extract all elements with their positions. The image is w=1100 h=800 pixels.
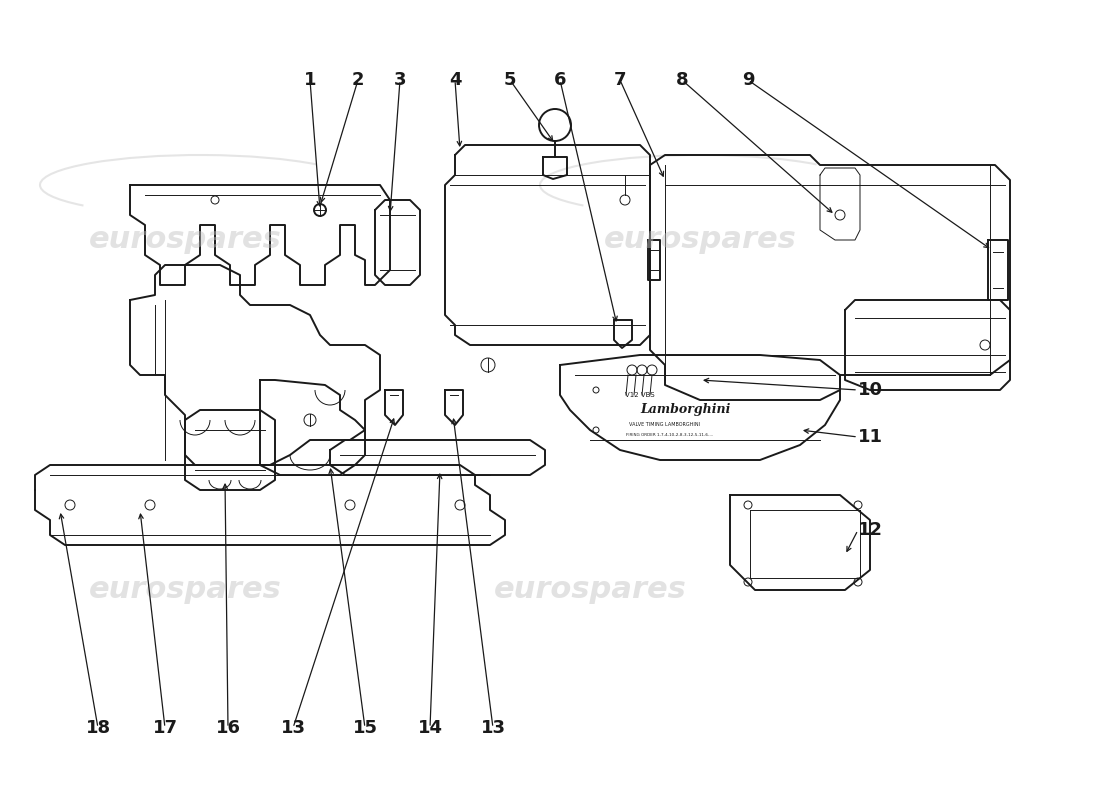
Text: 15: 15 <box>352 719 377 737</box>
Text: 7: 7 <box>614 71 626 89</box>
Text: 1: 1 <box>304 71 317 89</box>
Text: 16: 16 <box>216 719 241 737</box>
Text: 9: 9 <box>741 71 755 89</box>
Text: 17: 17 <box>153 719 177 737</box>
Text: 2: 2 <box>352 71 364 89</box>
Text: eurospares: eurospares <box>494 575 686 605</box>
Text: 3: 3 <box>394 71 406 89</box>
Text: 10: 10 <box>858 381 883 399</box>
Text: Lamborghini: Lamborghini <box>640 403 730 417</box>
Text: 11: 11 <box>858 428 883 446</box>
Text: 13: 13 <box>280 719 306 737</box>
Text: 18: 18 <box>86 719 111 737</box>
Text: FIRING ORDER 1-7-4-10-2-8-3-12-5-11-6-...: FIRING ORDER 1-7-4-10-2-8-3-12-5-11-6-..… <box>626 433 714 437</box>
Text: 12: 12 <box>858 521 883 539</box>
Text: 6: 6 <box>553 71 566 89</box>
Text: 4: 4 <box>449 71 461 89</box>
Text: 13: 13 <box>481 719 506 737</box>
Text: 14: 14 <box>418 719 442 737</box>
Text: 8: 8 <box>675 71 689 89</box>
Text: eurospares: eurospares <box>604 226 796 254</box>
Text: VALVE TIMING LAMBORGHINI: VALVE TIMING LAMBORGHINI <box>629 422 701 427</box>
Text: V12 VBS: V12 VBS <box>625 392 654 398</box>
Text: eurospares: eurospares <box>89 575 282 605</box>
Text: 5: 5 <box>504 71 516 89</box>
Text: eurospares: eurospares <box>89 226 282 254</box>
